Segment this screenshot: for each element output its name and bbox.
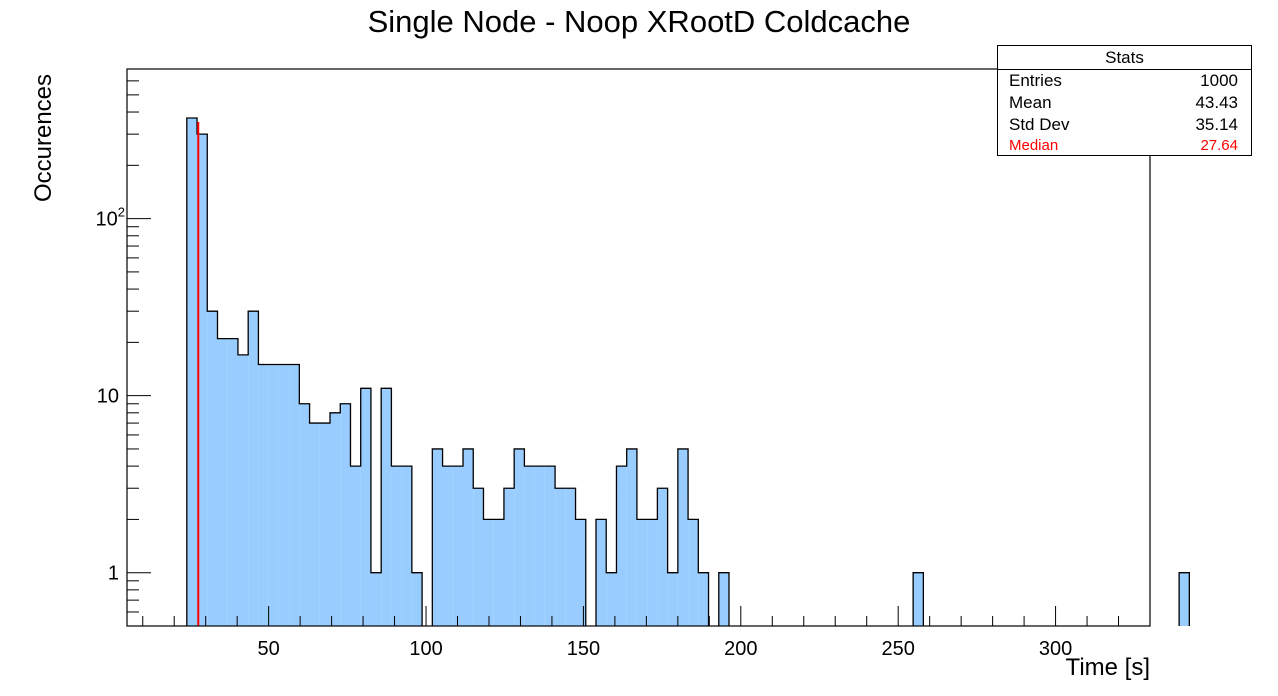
histogram-bar [718,572,729,626]
histogram-bar [340,403,351,626]
histogram-bar [237,354,249,626]
histogram-bar [596,519,607,626]
histogram-outline [186,117,1190,626]
histogram-bar [493,519,504,626]
histogram-bar [657,488,668,626]
histogram-bar [258,364,269,626]
histogram-bar [370,572,382,626]
histogram-bar [473,488,484,626]
y-tick-label: 1 [108,563,119,585]
histogram-bar [606,572,617,626]
y-tick-label: 10 [97,386,119,408]
y-tick-label: 102 [96,205,125,231]
histogram-bar [350,466,361,626]
stats-label: Entries [1009,71,1062,90]
histogram-bar [227,338,238,626]
histogram-bar [309,423,320,626]
x-tick-label: 200 [724,638,757,660]
x-tick-label: 300 [1039,638,1072,660]
histogram-bar [1179,572,1190,626]
stats-row-std-dev: Std Dev 35.14 [998,114,1251,136]
y-axis-label: Occurences [30,73,57,203]
histogram-bar [514,448,525,626]
stats-row-median: Median 27.64 [998,136,1251,156]
histogram-bar [626,448,637,626]
histogram-bar [483,519,494,626]
histogram-bar [401,466,412,626]
histogram-bar [452,466,464,626]
stats-value: 43.43 [1195,93,1238,112]
histogram-bar [197,134,208,627]
histogram-bar [330,412,341,626]
histogram-bar [319,423,331,626]
x-tick-label: 100 [409,638,442,660]
stats-row-entries: Entries 1000 [998,70,1251,92]
plot-frame [126,68,1151,627]
histogram-bar [913,572,924,626]
x-tick-label: 250 [881,638,914,660]
histogram-bar [636,519,648,626]
x-tick-label: 150 [567,638,600,660]
histogram-bar [248,311,259,626]
stats-value: 27.64 [1200,137,1238,154]
stats-row-mean: Mean 43.43 [998,92,1251,114]
stats-title: Stats [998,46,1251,70]
histogram-bar [544,466,556,626]
histogram-bar [534,466,545,626]
histogram-bar [575,519,586,626]
histogram-bar [677,448,689,626]
histogram-bar [503,488,515,626]
stats-box: Stats Entries 1000 Mean 43.43 Std Dev 35… [997,45,1252,156]
histogram-bar [289,364,300,626]
histogram-bar [391,466,402,626]
histogram-bar [524,466,535,626]
histogram-bar [667,572,678,626]
histogram-bar [616,466,627,626]
stats-label: Std Dev [1009,115,1070,134]
histogram-bar [647,519,658,626]
histogram-bar [565,488,576,626]
histogram-bar [688,519,699,626]
histogram-bar [381,388,392,626]
chart-title: Single Node - Noop XRootD Coldcache [367,4,911,39]
stats-value: 1000 [1200,71,1238,90]
histogram-bar [299,403,310,626]
histogram-bar [555,488,566,626]
histogram-bar [278,364,290,626]
x-tick-label: 50 [258,638,280,660]
stats-label: Median [1009,137,1059,154]
histogram-bar [432,448,443,626]
histogram-bar [463,448,474,626]
histogram-bar [186,118,198,627]
histogram-bar [442,466,453,626]
stats-label: Mean [1009,93,1052,112]
stats-value: 35.14 [1195,115,1238,134]
x-axis-label: Time [s] [1065,654,1150,681]
histogram-bar [207,311,218,626]
histogram-bar [268,364,279,626]
histogram-bar [698,572,709,626]
histogram-bar [217,338,228,626]
histogram-bar [411,572,423,626]
histogram-bar [360,388,371,626]
